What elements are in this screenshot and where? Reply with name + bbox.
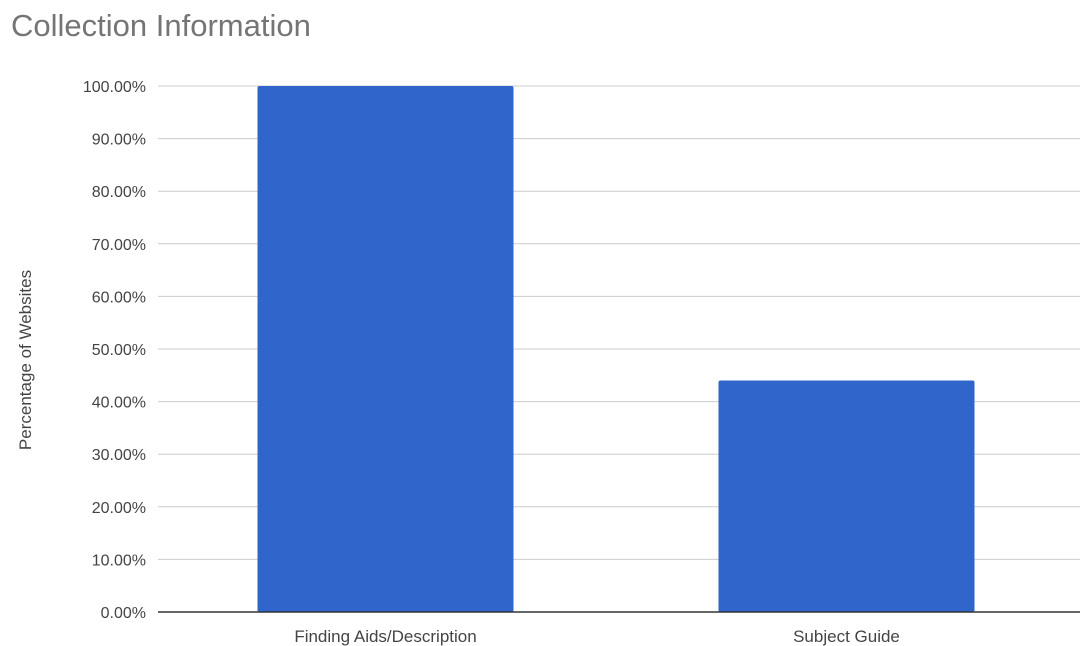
bar	[718, 380, 975, 612]
y-tick-label: 30.00%	[92, 447, 146, 464]
chart-title: Collection Information	[11, 8, 311, 43]
labels: 0.00% 10.00% 20.00% 30.00% 40.00% 50.00% 60.00…	[16, 79, 900, 646]
y-axis-title: Percentage of Websites	[16, 270, 35, 450]
y-tick-label: 60.00%	[92, 289, 146, 306]
y-tick-label: 10.00%	[92, 552, 146, 569]
bar	[257, 86, 514, 612]
y-tick-label: 70.00%	[92, 237, 146, 254]
bars	[257, 86, 975, 612]
y-tick-label: 100.00%	[83, 79, 146, 96]
y-tick-label: 40.00%	[92, 395, 146, 412]
y-tick-label: 0.00%	[101, 605, 146, 622]
y-tick-label: 80.00%	[92, 184, 146, 201]
y-tick-label: 90.00%	[92, 132, 146, 149]
x-tick-label: Subject Guide	[793, 627, 900, 646]
x-tick-label: Finding Aids/Description	[294, 627, 476, 646]
y-tick-label: 50.00%	[92, 342, 146, 359]
y-tick-label: 20.00%	[92, 500, 146, 517]
